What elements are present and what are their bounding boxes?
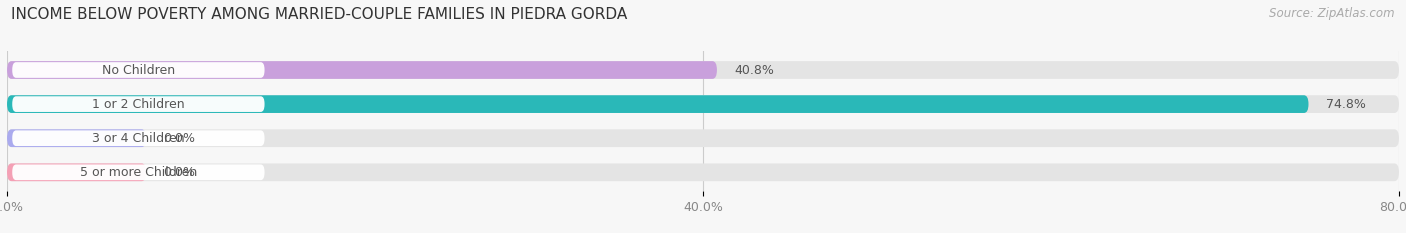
FancyBboxPatch shape [7, 61, 717, 79]
FancyBboxPatch shape [7, 95, 1399, 113]
Text: 5 or more Children: 5 or more Children [80, 166, 197, 179]
Text: 0.0%: 0.0% [163, 132, 195, 145]
FancyBboxPatch shape [7, 61, 1399, 79]
FancyBboxPatch shape [7, 95, 1309, 113]
FancyBboxPatch shape [13, 62, 264, 78]
FancyBboxPatch shape [7, 163, 1399, 181]
Text: 3 or 4 Children: 3 or 4 Children [91, 132, 184, 145]
FancyBboxPatch shape [7, 163, 146, 181]
Text: Source: ZipAtlas.com: Source: ZipAtlas.com [1270, 7, 1395, 20]
FancyBboxPatch shape [13, 130, 264, 146]
Text: 74.8%: 74.8% [1326, 98, 1365, 111]
FancyBboxPatch shape [7, 129, 1399, 147]
Text: No Children: No Children [101, 64, 174, 76]
Text: 40.8%: 40.8% [734, 64, 775, 76]
FancyBboxPatch shape [7, 129, 146, 147]
Text: 0.0%: 0.0% [163, 166, 195, 179]
Text: 1 or 2 Children: 1 or 2 Children [91, 98, 184, 111]
FancyBboxPatch shape [13, 164, 264, 180]
FancyBboxPatch shape [13, 96, 264, 112]
Text: INCOME BELOW POVERTY AMONG MARRIED-COUPLE FAMILIES IN PIEDRA GORDA: INCOME BELOW POVERTY AMONG MARRIED-COUPL… [11, 7, 627, 22]
